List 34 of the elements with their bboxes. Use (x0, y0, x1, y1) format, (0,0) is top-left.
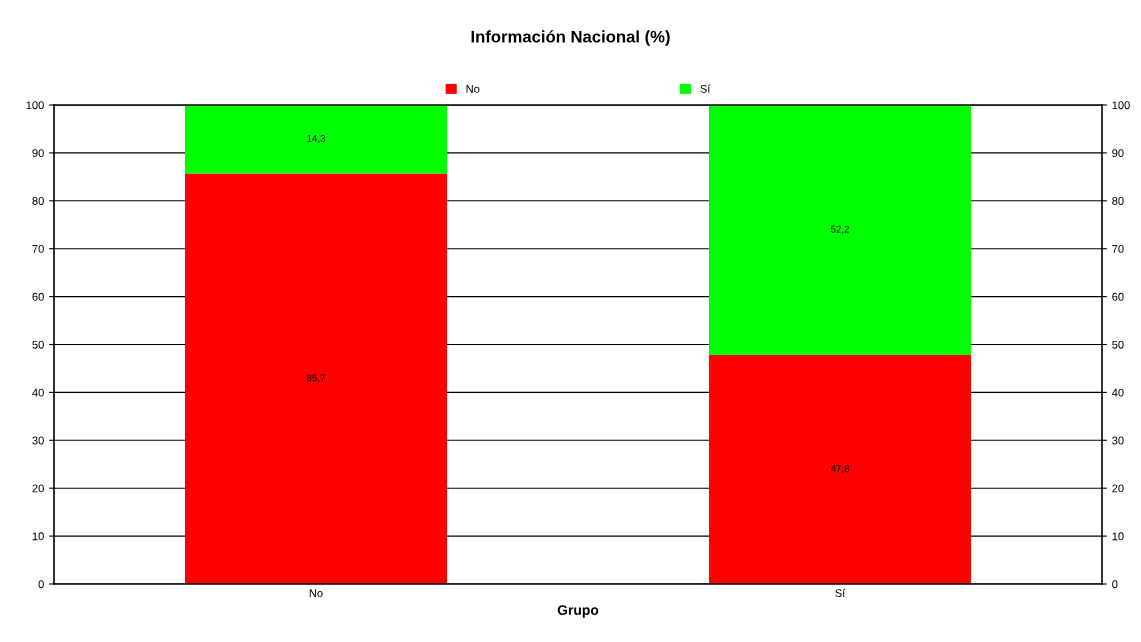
y-tick-label: 50 (32, 340, 44, 349)
y-tick-label: 70 (32, 244, 44, 253)
y-tick-label: 80 (32, 197, 44, 205)
bar (185, 105, 447, 174)
y2-tick-label: 10 (1112, 532, 1124, 541)
data-label: 52,2 (830, 225, 849, 234)
y-tick-label: 10 (32, 532, 44, 541)
data-label: 14,3 (307, 134, 326, 144)
y2-tick-label: 80 (1112, 197, 1124, 205)
y-tick-label: 30 (32, 436, 44, 445)
y2-tick-label: 60 (1112, 292, 1124, 301)
y2-tick-label: 70 (1112, 244, 1124, 253)
y-tick-label: 20 (32, 484, 44, 493)
data-label: 85,7 (306, 374, 325, 383)
legend-label: Sí (700, 84, 711, 93)
y2-tick-label: 50 (1112, 340, 1124, 349)
y2-tick-label: 40 (1111, 388, 1124, 397)
y-tick-label: 40 (32, 388, 44, 397)
y2-tick-label: 0 (1112, 580, 1118, 589)
legend-label: No (466, 85, 480, 93)
bar (709, 105, 971, 356)
y2-tick-label: 20 (1112, 484, 1124, 493)
data-label: 47,8 (830, 465, 850, 474)
bar (185, 173, 447, 584)
y2-tick-label: 30 (1112, 436, 1124, 445)
y-tick-label: 60 (32, 292, 44, 301)
y-tick-label: 90 (32, 149, 44, 158)
y2-tick-label: 100 (1112, 101, 1130, 110)
x-axis-title: Grupo (557, 605, 599, 618)
chart-title: Información Nacional (%) (471, 30, 670, 46)
y2-tick-label: 90 (1112, 149, 1124, 158)
y-tick-label: 0 (38, 580, 44, 589)
bar (709, 355, 971, 584)
y-tick-label: 100 (26, 101, 44, 110)
